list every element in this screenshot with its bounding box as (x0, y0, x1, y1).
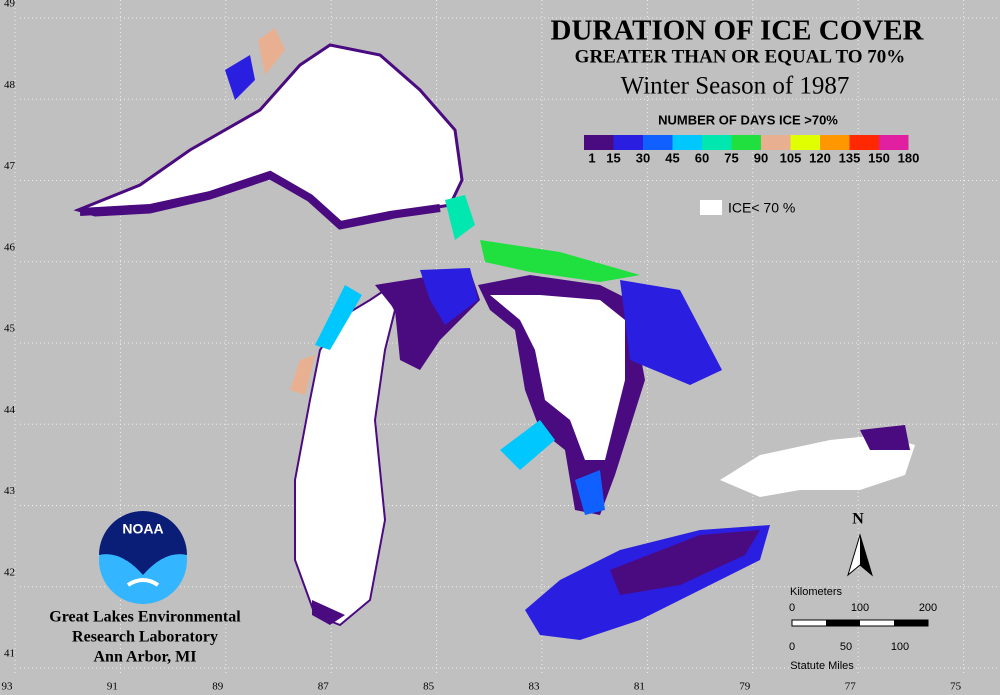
latitude-label: 47 (4, 160, 16, 172)
latitude-label: 45 (4, 323, 16, 335)
organization: Research Laboratory (72, 629, 218, 646)
legend-label: 150 (868, 150, 890, 165)
longitude-label: 89 (212, 681, 224, 693)
longitude-label: 79 (739, 681, 751, 693)
legend-label: 180 (898, 150, 920, 165)
scale-title: Kilometers (790, 586, 842, 598)
legend-swatch (702, 135, 732, 150)
scale-label: 0 (789, 641, 795, 653)
ice-band (312, 600, 345, 625)
ice-band (258, 28, 285, 75)
georgian-bay (620, 280, 722, 385)
latitude-label: 46 (4, 241, 16, 253)
ice-swatch (700, 200, 722, 215)
north-arrow (860, 535, 872, 575)
legend-swatch (613, 135, 643, 150)
legend-swatch (643, 135, 673, 150)
legend-label: 90 (754, 150, 768, 165)
longitude-label: 81 (634, 681, 645, 693)
legend-label: 135 (839, 150, 861, 165)
legend-swatch (731, 135, 761, 150)
ice-band (225, 55, 255, 100)
ice-band (445, 195, 475, 240)
ice-band (79, 170, 441, 230)
longitude-label: 83 (529, 681, 541, 693)
longitude-label: 75 (950, 681, 962, 693)
legend-label: 1 (588, 150, 595, 165)
subtitle: GREATER THAN OR EQUAL TO 70% (575, 46, 906, 67)
lake-michigan (294, 288, 397, 627)
latitude-label: 43 (4, 485, 16, 497)
scale-bar (894, 620, 928, 626)
legend-swatch (820, 135, 850, 150)
latitude-label: 48 (4, 79, 16, 91)
ice-band (480, 240, 640, 282)
ice-band (500, 420, 555, 470)
ice-band (290, 355, 315, 395)
legend-swatch (584, 135, 614, 150)
legend-swatch (790, 135, 820, 150)
ice-band (860, 425, 910, 450)
logo (99, 511, 187, 575)
longitude-label: 93 (2, 681, 14, 693)
legend-title: NUMBER OF DAYS ICE >70% (658, 112, 838, 127)
scale-label: 100 (851, 602, 869, 614)
legend-label: 75 (724, 150, 738, 165)
scale-label: 0 (789, 602, 795, 614)
lake-superior (73, 43, 464, 230)
longitude-label: 91 (107, 681, 118, 693)
longitude-label: 87 (318, 681, 330, 693)
lake-white (490, 295, 625, 460)
ice-band (610, 530, 760, 595)
legend-label: 30 (636, 150, 650, 165)
title: DURATION OF ICE COVER (551, 15, 925, 47)
legend-label: 60 (695, 150, 709, 165)
scale-labels: 0 100 200 0 50 100 (789, 602, 937, 653)
ice-label: ICE< 70 % (728, 200, 795, 216)
legend-label: 120 (809, 150, 831, 165)
legend-label: 105 (780, 150, 802, 165)
scale-label: 100 (891, 641, 909, 653)
logo-text: NOAA (122, 521, 163, 537)
legend-swatch (879, 135, 909, 150)
ice-band (420, 268, 478, 325)
legend-label: 45 (665, 150, 679, 165)
ice-band (575, 470, 605, 515)
north-label: N (852, 511, 864, 528)
organization: Ann Arbor, MI (94, 649, 197, 666)
lake-ontario (720, 435, 915, 497)
legend-swatch (761, 135, 791, 150)
legend-label: 15 (606, 150, 620, 165)
scale-label: 200 (919, 602, 937, 614)
latitude-label: 42 (4, 566, 15, 578)
latitude-label: 41 (4, 648, 15, 660)
season: Winter Season of 1987 (621, 73, 850, 100)
scale-label: 50 (840, 641, 852, 653)
ice-band (315, 285, 362, 350)
logo (126, 578, 160, 587)
latitude-label: 49 (4, 0, 16, 10)
latitude-label: 44 (4, 404, 16, 416)
legend-swatch (672, 135, 702, 150)
scale-bar (826, 620, 860, 626)
organization: Great Lakes Environmental (49, 609, 241, 626)
scale-title: Statute Miles (790, 660, 854, 672)
longitude-label: 85 (423, 681, 435, 693)
legend: 1 15 30 45 60 75 90 105 120 135 150 180 (584, 135, 919, 165)
legend-swatch (849, 135, 879, 150)
longitude-label: 77 (845, 681, 857, 693)
